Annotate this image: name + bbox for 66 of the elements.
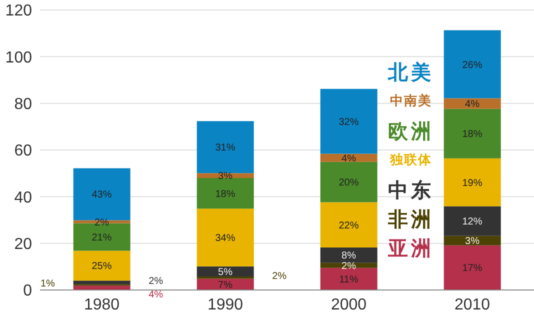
annotation: 18% (462, 129, 482, 140)
annotation: 2% (272, 271, 287, 282)
annotation: 22% (338, 220, 359, 232)
annotation: 2% (148, 276, 164, 287)
annotation: 4% (148, 289, 164, 300)
bar (444, 158, 501, 206)
bar (320, 248, 378, 263)
annotation: 12% (462, 216, 482, 228)
x-tick-label: 1980 (84, 296, 120, 314)
annotation: 3% (465, 236, 480, 248)
annotation: 19% (462, 178, 482, 189)
y-tick-label: 20 (14, 236, 32, 254)
bar (73, 280, 130, 284)
bar (73, 168, 130, 220)
bar (320, 202, 378, 248)
annotation: 43% (92, 190, 112, 201)
series-label: 独联体 (390, 152, 432, 170)
series-label: 亚洲 (388, 235, 434, 262)
y-tick-label: 80 (14, 96, 32, 114)
x-tick-label: 1990 (207, 296, 244, 314)
annotation: 21% (92, 232, 112, 244)
bar (320, 154, 378, 162)
annotation: 7% (218, 280, 233, 291)
bar (444, 206, 501, 236)
annotation: 25% (92, 261, 112, 272)
bar (320, 88, 378, 154)
annotation: 34% (215, 233, 236, 244)
bar (196, 276, 254, 279)
series-label: 北美 (388, 59, 434, 86)
annotation: 31% (215, 142, 236, 154)
y-tick-label: 0 (23, 282, 32, 300)
bar (196, 121, 254, 174)
bar (73, 220, 130, 224)
x-tick-label: 2000 (330, 296, 367, 314)
x-tick-label: 2010 (454, 296, 490, 314)
annotation: 4% (465, 99, 480, 110)
series-label: 中南美 (390, 92, 432, 111)
annotation: 4% (342, 153, 356, 164)
annotation: 20% (338, 178, 359, 189)
bar (444, 108, 501, 158)
series-label: 非洲 (388, 206, 434, 233)
bar (444, 98, 501, 109)
y-tick-label: 40 (14, 189, 32, 206)
bar (320, 268, 378, 290)
y-tick-label: 60 (14, 142, 32, 160)
annotation: 5% (218, 266, 233, 278)
bar (444, 245, 501, 290)
annotation: 18% (215, 188, 236, 200)
annotation: 17% (462, 263, 482, 274)
annotation: 11% (339, 274, 358, 286)
annotation: 32% (338, 116, 359, 128)
bar (73, 250, 130, 281)
bar (196, 178, 254, 209)
annotation: 26% (462, 60, 482, 71)
series-label: 欧洲 (388, 118, 434, 145)
bar (320, 162, 378, 202)
bar (196, 208, 254, 266)
bar (73, 286, 130, 290)
bar (196, 266, 254, 276)
y-tick-label: 100 (5, 49, 32, 66)
series-label: 中东 (388, 177, 434, 204)
annotation: 8% (342, 250, 356, 262)
annotation: 2% (342, 260, 356, 272)
y-tick-label: 120 (5, 2, 32, 20)
bar (444, 30, 501, 98)
annotation: 1% (40, 278, 56, 290)
